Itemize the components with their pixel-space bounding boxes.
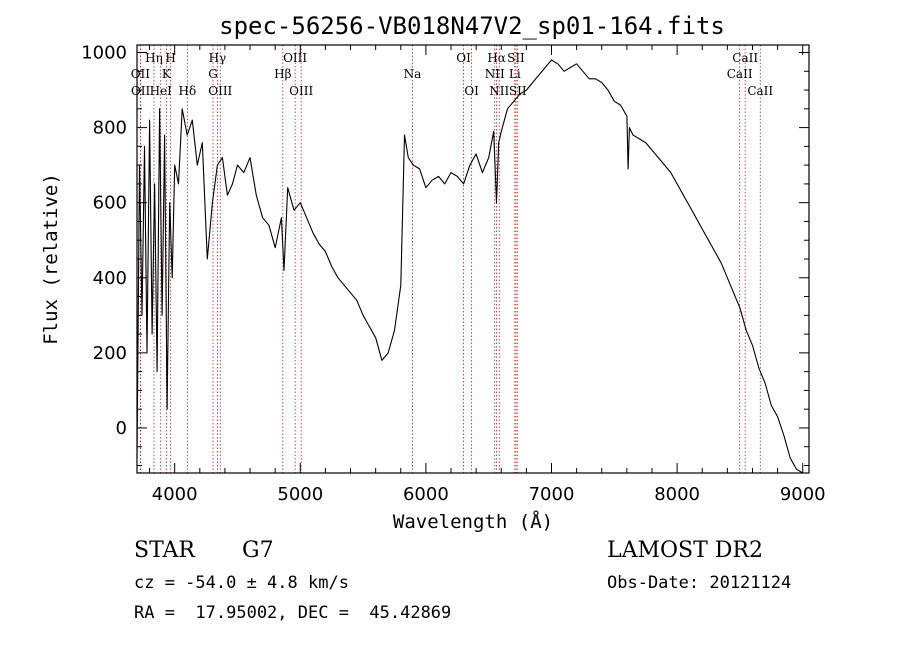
- x-tick-label-6000: 6000: [403, 484, 449, 505]
- line-label-22: CaII: [732, 51, 758, 65]
- x-axis-ticks: 4000 5000 6000 7000 8000 9000: [149, 45, 826, 505]
- object-class: STAR: [134, 538, 195, 563]
- survey-name: LAMOST DR2: [607, 538, 763, 563]
- x-axis-label: Wavelength (Å): [393, 510, 553, 533]
- line-label-9: OIII: [208, 84, 232, 98]
- y-tick-label-0: 0: [116, 418, 127, 439]
- x-tick-label-7000: 7000: [529, 484, 575, 505]
- observation-date: Obs-Date: 20121124: [607, 573, 792, 593]
- x-tick-label-9000: 9000: [780, 484, 826, 505]
- line-label-20: Li: [509, 67, 521, 81]
- y-tick-label-600: 600: [93, 193, 127, 214]
- y-tick-label-200: 200: [93, 343, 127, 364]
- x-tick-label-8000: 8000: [654, 484, 700, 505]
- y-tick-label-400: 400: [93, 268, 127, 289]
- x-tick-label-5000: 5000: [277, 484, 323, 505]
- line-label-21: SII: [509, 84, 527, 98]
- line-label-10: Hβ: [274, 67, 291, 81]
- y-axis-ticks: 0 200 400 600 800 1000: [81, 43, 809, 466]
- object-subclass: G7: [242, 538, 274, 563]
- line-label-2: Hη: [145, 51, 163, 65]
- flux-series: [136, 59, 803, 474]
- redshift-value: cz = -54.0 ± 4.8 km/s: [134, 573, 349, 593]
- line-label-5: K: [162, 67, 172, 81]
- line-label-18: NII: [489, 84, 509, 98]
- x-tick-label-4000: 4000: [152, 484, 198, 505]
- line-label-7: Hγ: [209, 51, 227, 65]
- line-label-13: Na: [404, 67, 422, 81]
- y-tick-label-800: 800: [93, 118, 127, 139]
- line-label-24: CaII: [747, 84, 773, 98]
- y-tick-label-1000: 1000: [81, 43, 127, 64]
- coordinates: RA = 17.95002, DEC = 45.42869: [134, 603, 452, 623]
- line-label-11: OIII: [283, 51, 307, 65]
- line-label-16: Hα: [487, 51, 506, 65]
- line-label-8: G: [208, 67, 218, 81]
- line-label-17: NII: [485, 67, 505, 81]
- line-label-15: OI: [464, 84, 479, 98]
- line-label-14: OI: [456, 51, 471, 65]
- chart-title: spec-56256-VB018N47V2_sp01-164.fits: [219, 12, 725, 40]
- y-axis-label: Flux (relative): [40, 173, 62, 345]
- line-label-19: SII: [507, 51, 525, 65]
- line-label-1: OII: [131, 84, 151, 98]
- spectral-line-markers: OIIOIIHηHeIHKHδHγGOIIIHβOIIIOIIINaOIOIHα…: [131, 45, 773, 473]
- line-label-23: CaII: [727, 67, 753, 81]
- plot-frame: [136, 44, 810, 474]
- flux-line-0: [136, 59, 803, 474]
- line-label-12: OIII: [289, 84, 313, 98]
- line-label-4: H: [165, 51, 175, 65]
- line-label-6: Hδ: [179, 84, 197, 98]
- line-label-3: HeI: [150, 84, 173, 98]
